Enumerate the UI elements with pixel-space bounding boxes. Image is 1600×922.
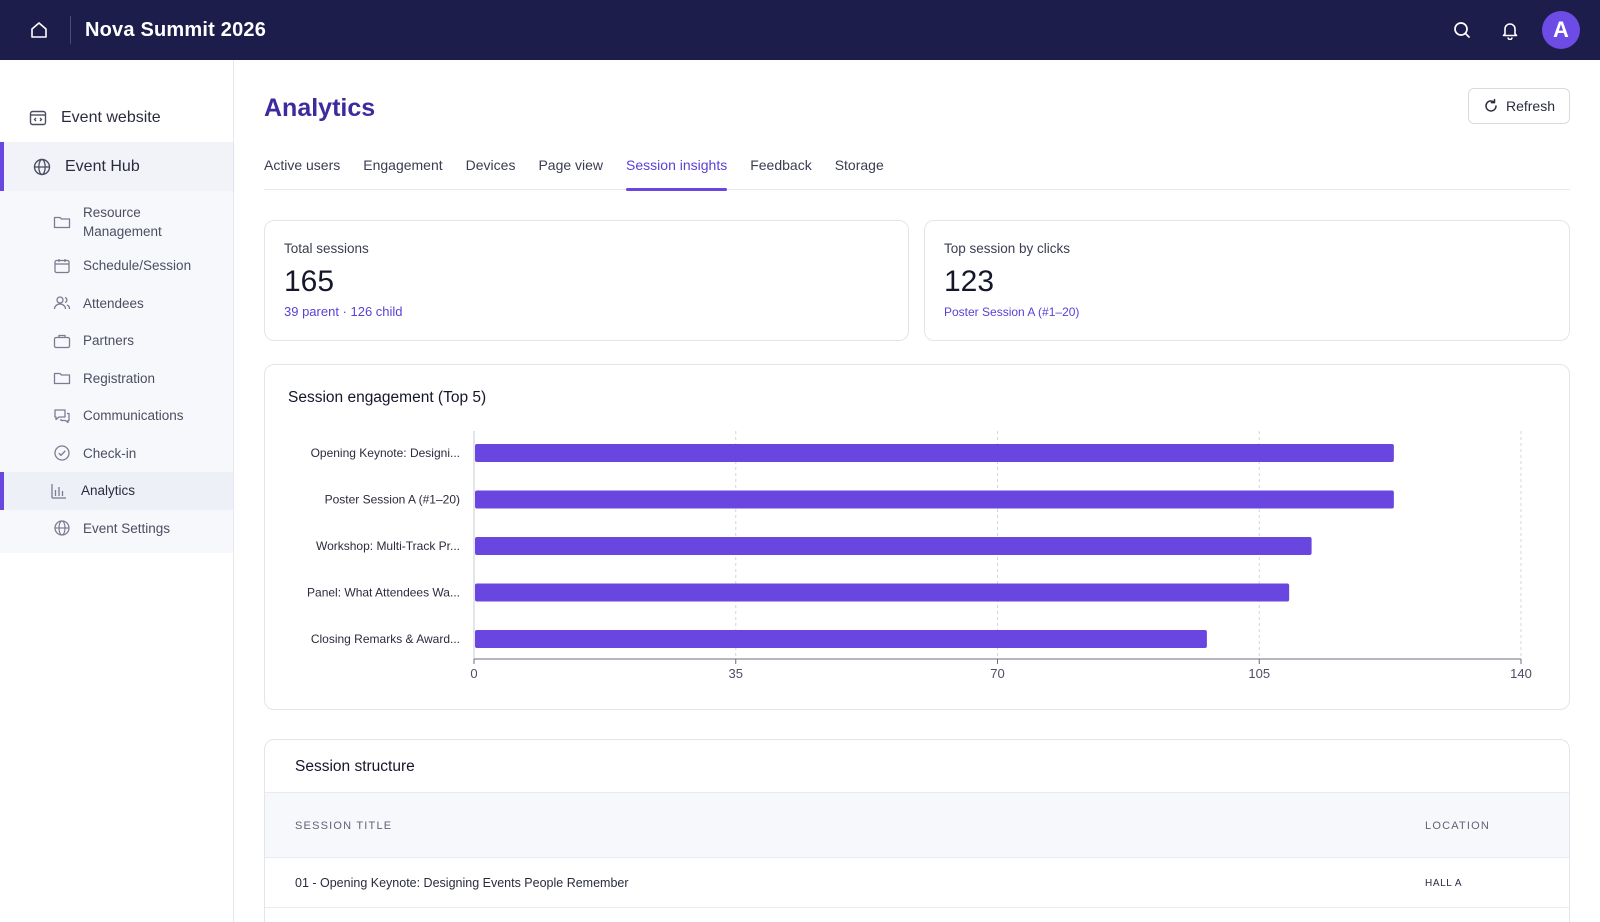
table-row[interactable]: 01 - Opening Keynote: Designing Events P… [265, 858, 1569, 908]
chart-bar [475, 537, 1312, 555]
category-label: Workshop: Multi-Track Pr... [316, 539, 460, 553]
sidebar-item-label: Event Hub [65, 157, 140, 175]
sidebar-item-label: Check-in [83, 445, 137, 461]
sidebar-item-partners[interactable]: Partners [0, 322, 233, 360]
analytics-tabs: Active users Engagement Devices Page vie… [264, 154, 1570, 191]
session-engagement-chart: 0 35 70 105 140 Opening Keynote: Designi... Po… [307, 431, 1532, 681]
briefcase-icon [52, 331, 72, 351]
refresh-label: Refresh [1505, 98, 1556, 114]
sidebar-item-label: Attendees [83, 295, 144, 311]
home-button[interactable] [19, 10, 59, 50]
stat-label: Total sessions [284, 241, 369, 256]
tab-session-insights[interactable]: Session insights [626, 154, 728, 191]
chat-icon [52, 406, 72, 426]
top-session-card: Top session by clicks 123 Poster Session… [924, 220, 1570, 341]
stat-subtext: 39 parent · 126 child [284, 304, 403, 319]
location-cell: HALL A [1425, 878, 1463, 889]
globe-icon [32, 157, 52, 177]
sidebar-item-event-website[interactable]: Event website [0, 94, 233, 142]
sidebar-item-check-in[interactable]: Check-in [0, 435, 233, 473]
session-structure-card: Session structure SESSION TITLE LOCATION… [264, 739, 1570, 922]
refresh-button[interactable]: Refresh [1468, 88, 1570, 124]
sidebar-item-label: Partners [83, 333, 135, 349]
home-icon [29, 20, 49, 40]
avatar[interactable]: A [1542, 11, 1580, 49]
sidebar-item-label: Resource Management [83, 205, 162, 239]
tab-engagement[interactable]: Engagement [363, 157, 443, 173]
top-bar-divider [70, 16, 71, 44]
tab-page-view[interactable]: Page view [538, 157, 604, 173]
x-tick-label: 140 [1510, 666, 1532, 681]
tab-feedback[interactable]: Feedback [750, 157, 812, 173]
folder-icon [52, 212, 72, 232]
sidebar-item-attendees[interactable]: Attendees [0, 285, 233, 323]
chart-bar [475, 490, 1394, 509]
tab-devices[interactable]: Devices [465, 157, 516, 173]
bell-icon [1500, 20, 1520, 40]
sidebar: Event website Event Hub Resource Managem… [0, 60, 234, 922]
x-tick-label: 105 [1248, 666, 1270, 681]
search-icon [1452, 20, 1472, 40]
chart-title: Session engagement (Top 5) [288, 389, 487, 406]
tab-storage[interactable]: Storage [834, 157, 884, 173]
website-icon [28, 108, 48, 128]
sidebar-item-communications[interactable]: Communications [0, 397, 233, 435]
category-label: Closing Remarks & Award... [311, 632, 460, 646]
session-title-cell: 01 - Opening Keynote: Designing Events P… [295, 876, 629, 890]
sidebar-item-resource-management[interactable]: Resource Management [0, 197, 233, 247]
x-tick-label: 0 [470, 666, 477, 681]
sidebar-item-analytics[interactable]: Analytics [0, 472, 233, 510]
sidebar-item-label: Event website [61, 109, 161, 126]
top-session-link[interactable]: Poster Session A (#1–20) [944, 305, 1080, 319]
calendar-icon [52, 256, 72, 276]
session-engagement-card: Session engagement (Top 5) 0 35 70 105 140 Op… [264, 364, 1570, 710]
sidebar-item-registration[interactable]: Registration [0, 360, 233, 398]
chart-bar [475, 630, 1207, 648]
sidebar-item-event-settings[interactable]: Event Settings [0, 510, 233, 548]
table-header: SESSION TITLE LOCATION [265, 792, 1569, 858]
sidebar-item-label: Registration [83, 370, 156, 386]
top-actions: A [1442, 10, 1580, 50]
sidebar-item-label: Analytics [81, 483, 136, 499]
stat-label: Top session by clicks [944, 241, 1071, 256]
sidebar-item-event-hub[interactable]: Event Hub [0, 142, 233, 191]
app-title: Nova Summit 2026 [85, 18, 267, 41]
stat-value: 165 [284, 265, 335, 298]
sidebar-item-label: Communications [83, 408, 184, 424]
column-header-session-title[interactable]: SESSION TITLE [295, 820, 393, 832]
refresh-icon [1483, 98, 1499, 114]
tab-active-users[interactable]: Active users [264, 157, 341, 173]
notifications-button[interactable] [1490, 10, 1530, 50]
table-title: Session structure [295, 758, 415, 775]
top-bar: Nova Summit 2026 A [0, 0, 1600, 60]
chart-bar [475, 583, 1290, 602]
bar-chart-icon [49, 481, 69, 501]
search-button[interactable] [1442, 10, 1482, 50]
stat-value: 123 [944, 265, 995, 298]
globe-icon [52, 518, 72, 538]
main-content: Analytics Refresh Active users Engagemen… [264, 60, 1570, 922]
page-title: Analytics [264, 94, 376, 122]
total-sessions-card: Total sessions 165 39 parent · 126 child [264, 220, 909, 341]
x-tick-label: 70 [990, 666, 1004, 681]
sidebar-item-label: Event Settings [83, 520, 171, 536]
category-label: Panel: What Attendees Wa... [307, 586, 460, 600]
event-hub-submenu: Resource Management Schedule/Session Att… [0, 191, 233, 553]
chart-bar [475, 444, 1394, 462]
folder-icon [52, 368, 72, 388]
sidebar-item-label: Schedule/Session [83, 258, 192, 274]
users-icon [52, 293, 72, 313]
category-label: Poster Session A (#1–20) [325, 493, 460, 507]
category-label: Opening Keynote: Designi... [311, 446, 460, 460]
sidebar-item-schedule-session[interactable]: Schedule/Session [0, 247, 233, 285]
column-header-location[interactable]: LOCATION [1425, 820, 1491, 832]
check-circle-icon [52, 443, 72, 463]
x-tick-label: 35 [729, 666, 743, 681]
